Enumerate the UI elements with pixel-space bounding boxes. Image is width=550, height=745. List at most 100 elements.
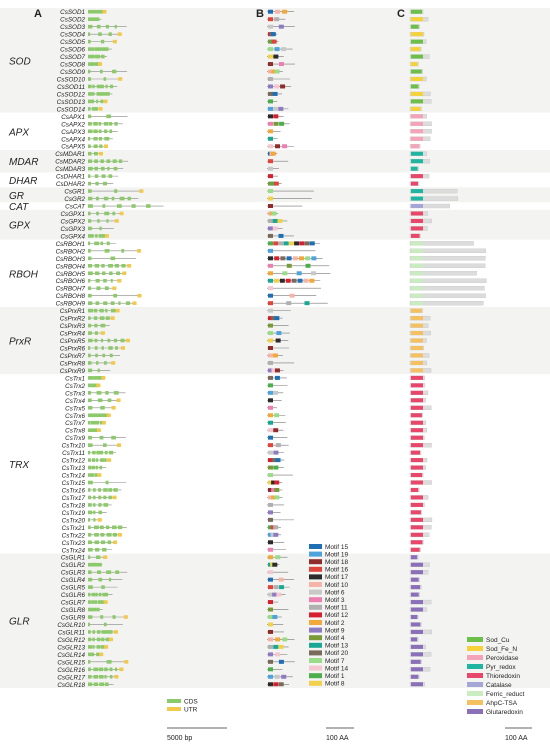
exon-cds xyxy=(115,570,120,574)
gene-label: CsTrx13 xyxy=(62,465,86,472)
motif-box xyxy=(268,600,273,605)
exon-cds xyxy=(103,488,108,492)
domain-label: Sod_Cu xyxy=(486,637,510,644)
gene-label: CsCAT xyxy=(65,204,86,211)
gene-label: CsPrxR3 xyxy=(60,323,86,330)
motif-box xyxy=(273,54,279,59)
motif-box xyxy=(268,383,273,388)
domain-box xyxy=(411,196,423,201)
exon-cds xyxy=(88,495,92,500)
motif-box xyxy=(272,615,278,620)
gene-label: CsGLR6 xyxy=(61,592,86,599)
gene-label: CsSOD12 xyxy=(57,91,86,98)
domain-box xyxy=(411,637,418,642)
exon-cds xyxy=(117,204,122,208)
exon-cds xyxy=(101,264,105,268)
exon-cds xyxy=(104,458,107,462)
domain-box xyxy=(411,473,423,478)
motif-box xyxy=(274,256,280,261)
gene-label: CsGLR17 xyxy=(57,674,85,681)
scale-bar-b: 100 AA xyxy=(326,727,354,742)
exon-cds xyxy=(106,114,112,119)
exon-utr xyxy=(132,301,137,305)
motif-box xyxy=(305,256,311,261)
motif-box xyxy=(268,517,273,522)
motif-box xyxy=(271,368,277,373)
exon-cds xyxy=(96,652,101,657)
exon-cds xyxy=(90,428,95,432)
gene-label: CsRBOH1 xyxy=(56,241,85,248)
exon-utr xyxy=(110,316,115,320)
gene-label: CsTrx20 xyxy=(62,517,86,524)
exon-cds xyxy=(88,585,93,589)
motif-box xyxy=(268,136,273,141)
motif-box xyxy=(283,241,289,246)
exon-cds xyxy=(94,174,99,178)
exon-cds xyxy=(88,473,93,477)
exon-cds xyxy=(95,196,99,201)
domain-box xyxy=(411,248,423,253)
exon-utr xyxy=(101,376,106,380)
exon-cds xyxy=(90,62,94,66)
gene-label: CsTrx15 xyxy=(62,480,86,487)
motif-box xyxy=(268,233,273,238)
motif-box xyxy=(268,106,273,111)
motif-box xyxy=(268,577,273,582)
exon-cds xyxy=(88,592,91,597)
motif-box xyxy=(268,435,273,440)
domain-box xyxy=(411,174,423,179)
domain-swatch xyxy=(467,673,483,678)
exon-cds xyxy=(98,510,102,515)
motif-box xyxy=(268,390,273,395)
domain-box xyxy=(411,189,423,194)
exon-cds xyxy=(94,540,100,545)
exon-utr xyxy=(103,144,108,149)
gene-label: CsPrxR9 xyxy=(60,368,86,375)
exon-cds xyxy=(103,495,107,500)
gene-label: CsGLR4 xyxy=(61,577,86,584)
domain-box xyxy=(411,54,423,59)
exon-cds xyxy=(112,533,118,537)
exon-cds xyxy=(98,32,102,36)
exon-cds xyxy=(88,286,92,291)
exon-cds xyxy=(88,600,92,604)
exon-cds xyxy=(97,570,101,574)
motif-box xyxy=(273,525,279,530)
exon-cds xyxy=(88,660,91,664)
exon-cds xyxy=(88,405,93,410)
motif-box xyxy=(278,577,284,582)
domain-box xyxy=(411,405,423,410)
exon-cds xyxy=(88,136,91,141)
exon-cds xyxy=(113,391,119,395)
exon-utr xyxy=(125,338,130,343)
motif-box xyxy=(273,241,279,246)
exon-utr xyxy=(102,9,107,14)
motif-swatch xyxy=(309,604,322,610)
motif-box xyxy=(271,316,277,321)
motif-box xyxy=(273,181,279,186)
motif-box xyxy=(304,301,310,306)
panel-label-b: B xyxy=(256,8,264,20)
motif-box xyxy=(268,181,273,186)
protein-bar xyxy=(409,301,484,306)
motif-box xyxy=(268,532,273,537)
exon-utr xyxy=(99,652,104,657)
motif-box xyxy=(280,256,286,261)
exon-cds xyxy=(91,107,97,111)
motif-label: Motif 13 xyxy=(325,643,349,650)
exon-cds xyxy=(99,308,104,313)
exon-cds xyxy=(96,637,101,642)
exon-cds xyxy=(92,428,98,432)
motif-box xyxy=(278,24,284,29)
exon-cds xyxy=(93,495,96,500)
gene-label: CsTrx23 xyxy=(62,540,86,547)
domain-box xyxy=(411,76,423,81)
exon-cds xyxy=(105,480,109,485)
exon-cds xyxy=(95,9,101,14)
exon-cds xyxy=(91,413,96,418)
exon-cds xyxy=(106,660,112,664)
motif-box xyxy=(268,346,273,350)
exon-cds xyxy=(88,204,93,208)
exon-cds xyxy=(103,278,107,283)
motif-box xyxy=(272,592,278,597)
